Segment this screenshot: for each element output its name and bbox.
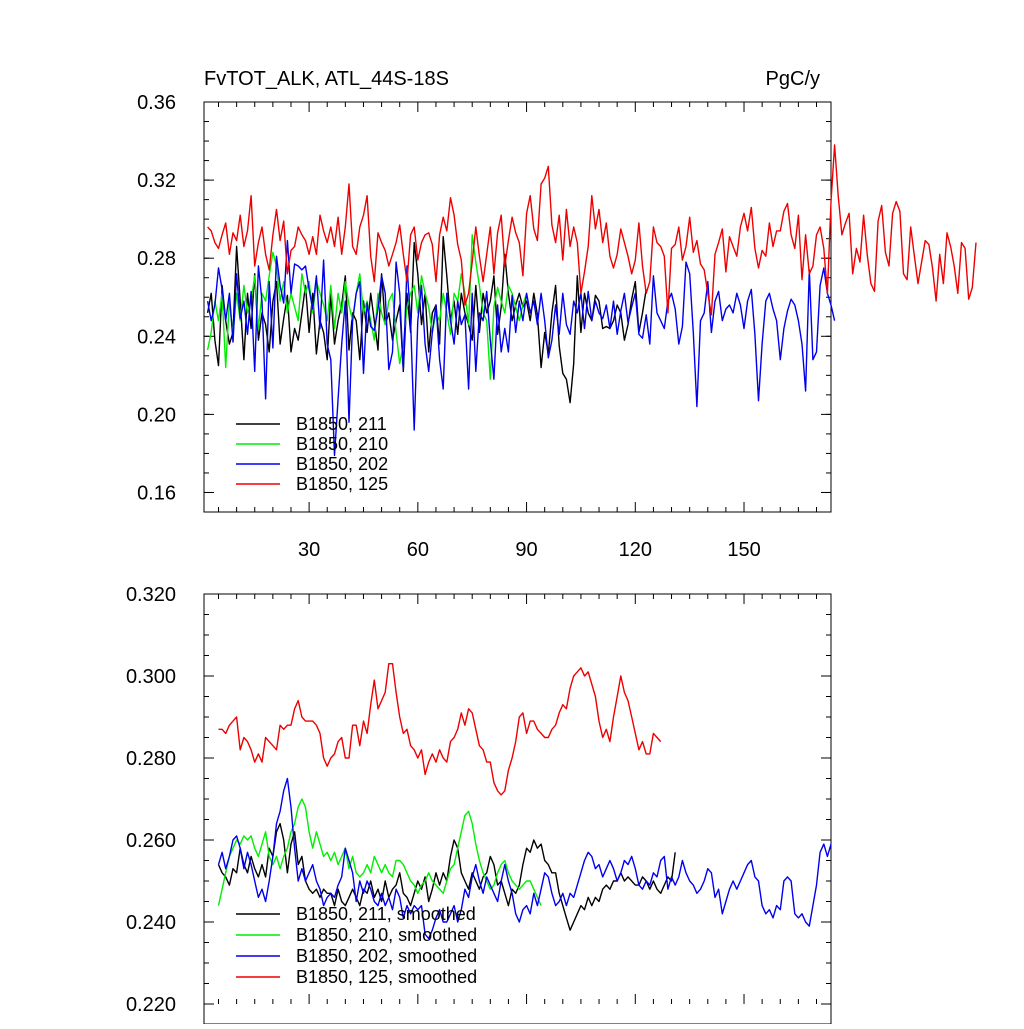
legend-label: B1850, 202, smoothed (296, 946, 477, 966)
series-line-b1850-125-smoothed (218, 663, 662, 796)
legend-label: B1850, 202 (296, 454, 388, 474)
y-tick-label: 0.16 (137, 482, 176, 504)
bottom-panel-y-axis: 0.220 0.240 0.260 0.280 0.300 0.320 (126, 584, 831, 1016)
legend-label: B1850, 125, smoothed (296, 967, 477, 987)
top-panel-units: PgC/y (766, 68, 820, 90)
top-panel-title: FvTOT_ALK, ATL_44S-18S (204, 68, 449, 90)
y-tick-label: 0.20 (137, 404, 176, 426)
x-tick-label: 60 (407, 539, 429, 561)
top-panel: FvTOT_ALK, ATL_44S-18S PgC/y 0.16 0.20 0.2… (137, 68, 977, 561)
series-line-b1850-202-smoothed (217, 777, 832, 940)
bottom-panel: 0.220 0.240 0.260 0.280 0.300 0.320 B1850, 21… (126, 584, 832, 1025)
x-tick-label: 90 (515, 539, 537, 561)
y-tick-label: 0.240 (126, 912, 176, 934)
series-line-b1850-211 (206, 235, 647, 404)
legend-label: B1850, 125 (296, 474, 388, 494)
x-tick-label: 30 (298, 539, 320, 561)
x-tick-label: 120 (619, 539, 652, 561)
bottom-panel-x-axis (217, 594, 818, 1004)
y-tick-label: 0.280 (126, 748, 176, 770)
series-line-b1850-202 (206, 239, 836, 457)
top-panel-x-axis: 30 60 90 120 150 (217, 102, 818, 561)
series-line-b1850-125 (207, 144, 977, 316)
y-tick-label: 0.260 (126, 830, 176, 852)
legend-label: B1850, 211, smoothed (296, 904, 476, 924)
y-tick-label: 0.36 (137, 92, 176, 114)
legend-label: B1850, 210 (296, 434, 388, 454)
top-panel-y-axis: 0.16 0.20 0.24 0.28 0.32 0.36 (137, 92, 831, 513)
y-tick-label: 0.32 (137, 170, 176, 192)
y-tick-label: 0.320 (126, 584, 176, 606)
top-panel-series (206, 144, 977, 457)
y-tick-label: 0.24 (137, 326, 176, 348)
legend-label: B1850, 210, smoothed (296, 925, 477, 945)
y-tick-label: 0.28 (137, 248, 176, 270)
legend-label: B1850, 211 (296, 414, 387, 434)
bottom-panel-series (217, 663, 832, 940)
y-tick-label: 0.300 (126, 666, 176, 688)
x-tick-label: 150 (727, 539, 760, 561)
y-tick-label: 0.220 (126, 994, 176, 1016)
